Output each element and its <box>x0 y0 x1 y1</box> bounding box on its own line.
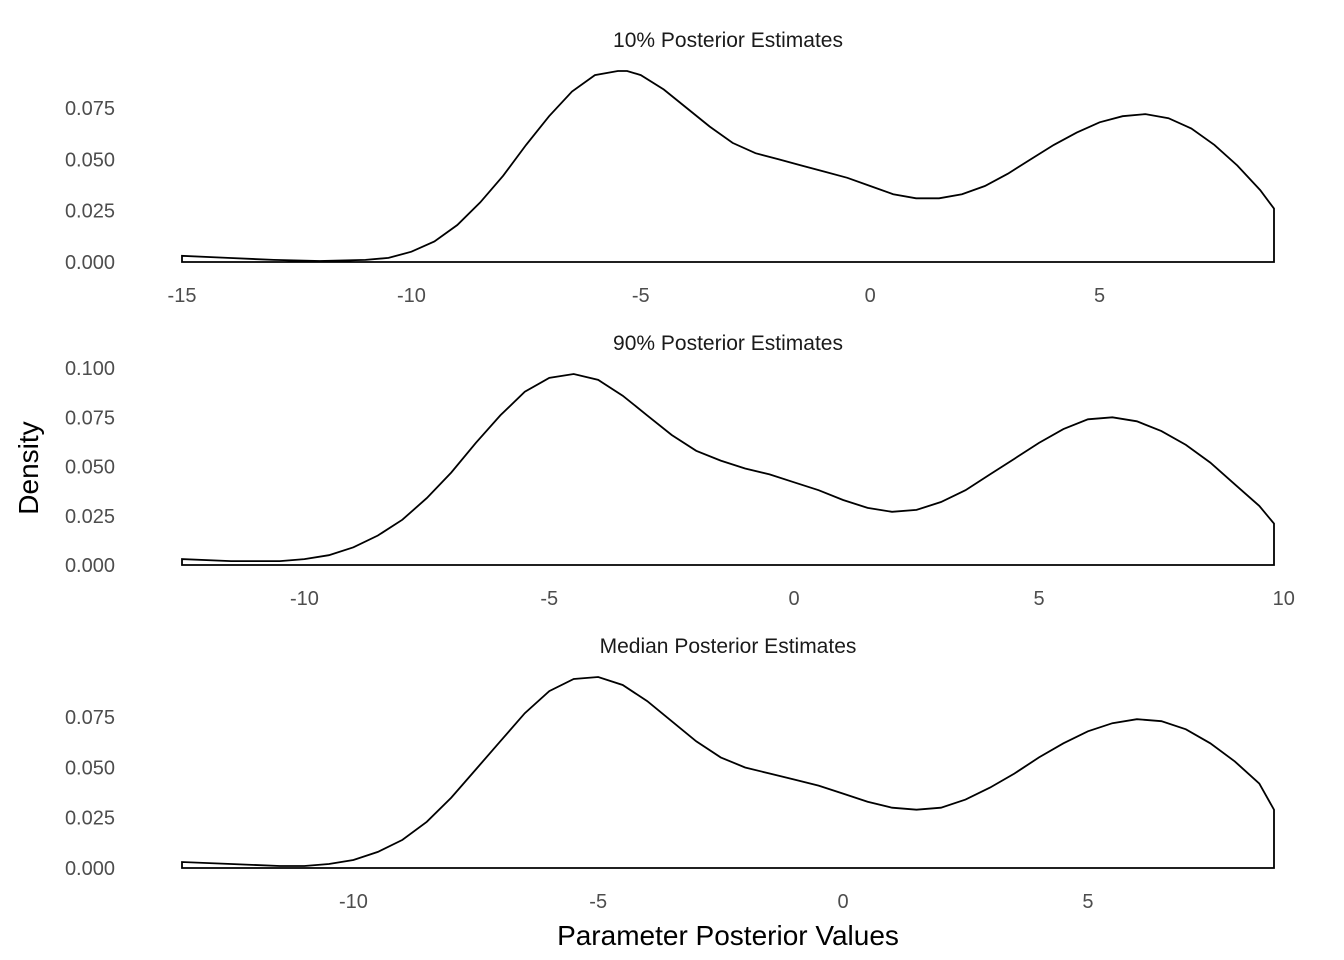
x-tick-label: 0 <box>838 891 849 913</box>
y-tick-label: 0.075 <box>65 707 115 729</box>
y-axis-title: Density <box>13 421 44 514</box>
x-tick-label: 10 <box>1273 588 1295 610</box>
y-tick-label: 0.000 <box>65 252 115 274</box>
y-tick-label: 0.025 <box>65 506 115 528</box>
density-curve <box>181 676 1275 869</box>
x-tick-label: 0 <box>865 285 876 307</box>
density-panel: Median Posterior Estimates 0.000 0.025 0.05… <box>65 635 1275 913</box>
x-tick-label: -10 <box>339 891 368 913</box>
y-tick-label: 0.050 <box>65 758 115 780</box>
y-tick-label: 0.025 <box>65 201 115 223</box>
panels: 10% Posterior Estimates 0.000 0.025 0.050 0.… <box>65 29 1295 913</box>
y-tick-label: 0.050 <box>65 149 115 171</box>
y-tick-label: 0.100 <box>65 358 115 380</box>
panel-title: 90% Posterior Estimates <box>613 332 843 355</box>
x-tick-label: -5 <box>540 588 558 610</box>
x-tick-label: -15 <box>168 285 197 307</box>
y-tick-label: 0.075 <box>65 98 115 120</box>
y-tick-label: 0.075 <box>65 407 115 429</box>
density-panel: 10% Posterior Estimates 0.000 0.025 0.050 0.… <box>65 29 1275 307</box>
y-tick-label: 0.000 <box>65 555 115 577</box>
density-curve <box>181 373 1275 566</box>
x-tick-label: -5 <box>589 891 607 913</box>
x-tick-label: 5 <box>1033 588 1044 610</box>
x-tick-label: -5 <box>632 285 650 307</box>
y-tick-label: 0.025 <box>65 808 115 830</box>
x-axis-title: Parameter Posterior Values <box>557 920 899 951</box>
panel-title: Median Posterior Estimates <box>600 635 857 658</box>
panel-title: 10% Posterior Estimates <box>613 29 843 52</box>
density-panel: 90% Posterior Estimates 0.000 0.025 0.050 0.… <box>65 332 1295 610</box>
x-tick-label: -10 <box>397 285 426 307</box>
x-tick-label: 0 <box>789 588 800 610</box>
y-tick-label: 0.050 <box>65 457 115 479</box>
density-curve <box>181 70 1275 263</box>
x-tick-label: 5 <box>1094 285 1105 307</box>
y-tick-label: 0.000 <box>65 858 115 880</box>
x-tick-label: 5 <box>1082 891 1093 913</box>
x-tick-label: -10 <box>290 588 319 610</box>
